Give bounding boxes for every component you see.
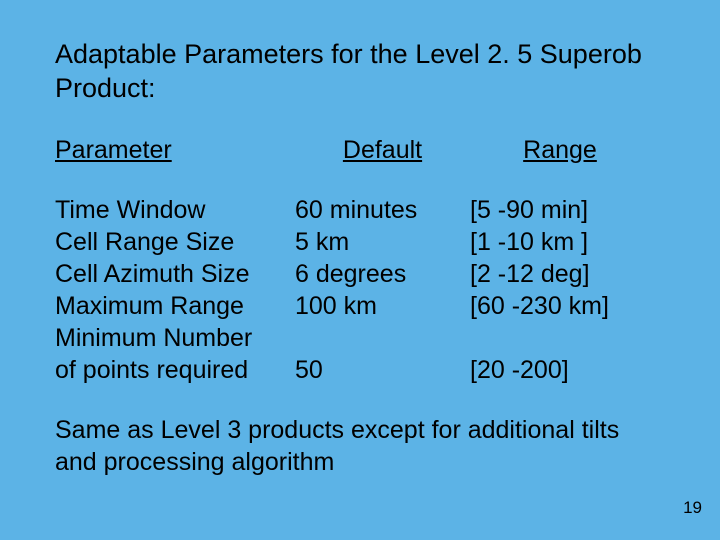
cell-default: 5 km <box>295 226 470 258</box>
cell-param: Time Window <box>55 194 295 226</box>
cell-param: Maximum Range <box>55 290 295 322</box>
cell-range: [1 -10 km ] <box>470 226 645 258</box>
header-default: Default <box>270 134 495 167</box>
table-row: Maximum Range100 km[60 -230 km] <box>55 290 665 322</box>
table-row: Cell Azimuth Size 6 degrees[2 -12 deg] <box>55 258 665 290</box>
cell-default: 50 <box>295 354 470 386</box>
table-row: Minimum Number <box>55 322 665 354</box>
cell-default: 60 minutes <box>295 194 470 226</box>
cell-range: [2 -12 deg] <box>470 258 645 290</box>
table-row: Cell Range Size5 km[1 -10 km ] <box>55 226 665 258</box>
slide-title: Adaptable Parameters for the Level 2. 5 … <box>55 38 665 106</box>
table-row: Time Window60 minutes[5 -90 min] <box>55 194 665 226</box>
cell-param: Minimum Number <box>55 322 295 354</box>
header-range: Range <box>495 134 625 167</box>
cell-param: of points required <box>55 354 295 386</box>
cell-param: Cell Azimuth Size <box>55 258 295 290</box>
table-headers: ParameterDefaultRange <box>55 134 665 167</box>
cell-range: [5 -90 min] <box>470 194 645 226</box>
header-parameter: Parameter <box>55 134 270 167</box>
cell-range: [60 -230 km] <box>470 290 645 322</box>
cell-default: 6 degrees <box>295 258 470 290</box>
slide-footer: Same as Level 3 products except for addi… <box>55 414 665 478</box>
table-body: Time Window60 minutes[5 -90 min] Cell Ra… <box>55 194 665 386</box>
cell-default: 100 km <box>295 290 470 322</box>
table-row: of points required50[20 -200] <box>55 354 665 386</box>
page-number: 19 <box>683 498 702 518</box>
cell-param: Cell Range Size <box>55 226 295 258</box>
cell-range: [20 -200] <box>470 354 645 386</box>
slide-content: Adaptable Parameters for the Level 2. 5 … <box>0 0 720 478</box>
